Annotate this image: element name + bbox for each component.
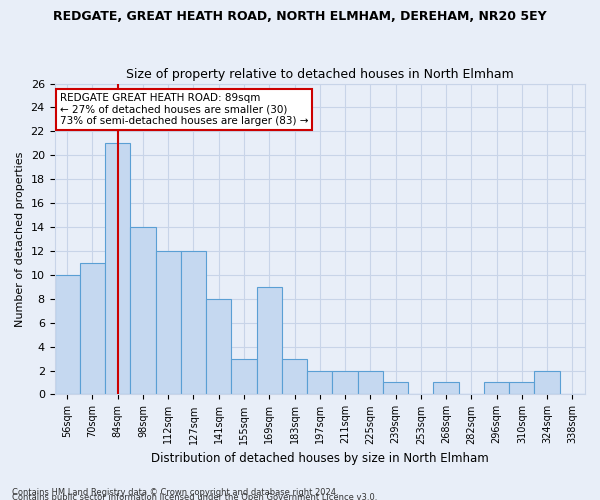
Bar bbox=[206, 299, 232, 394]
Title: Size of property relative to detached houses in North Elmham: Size of property relative to detached ho… bbox=[126, 68, 514, 81]
Bar bbox=[383, 382, 408, 394]
Text: REDGATE, GREAT HEATH ROAD, NORTH ELMHAM, DEREHAM, NR20 5EY: REDGATE, GREAT HEATH ROAD, NORTH ELMHAM,… bbox=[53, 10, 547, 23]
Bar bbox=[307, 370, 332, 394]
Bar bbox=[332, 370, 358, 394]
Bar bbox=[433, 382, 458, 394]
Text: Contains HM Land Registry data © Crown copyright and database right 2024.: Contains HM Land Registry data © Crown c… bbox=[12, 488, 338, 497]
Bar bbox=[155, 251, 181, 394]
X-axis label: Distribution of detached houses by size in North Elmham: Distribution of detached houses by size … bbox=[151, 452, 488, 465]
Bar bbox=[130, 227, 155, 394]
Y-axis label: Number of detached properties: Number of detached properties bbox=[15, 152, 25, 326]
Bar bbox=[535, 370, 560, 394]
Bar bbox=[484, 382, 509, 394]
Bar bbox=[105, 144, 130, 394]
Bar bbox=[232, 358, 257, 394]
Bar bbox=[80, 263, 105, 394]
Bar bbox=[282, 358, 307, 394]
Text: REDGATE GREAT HEATH ROAD: 89sqm
← 27% of detached houses are smaller (30)
73% of: REDGATE GREAT HEATH ROAD: 89sqm ← 27% of… bbox=[60, 93, 308, 126]
Bar bbox=[257, 287, 282, 395]
Bar bbox=[181, 251, 206, 394]
Bar bbox=[509, 382, 535, 394]
Bar bbox=[55, 275, 80, 394]
Bar bbox=[358, 370, 383, 394]
Text: Contains public sector information licensed under the Open Government Licence v3: Contains public sector information licen… bbox=[12, 492, 377, 500]
